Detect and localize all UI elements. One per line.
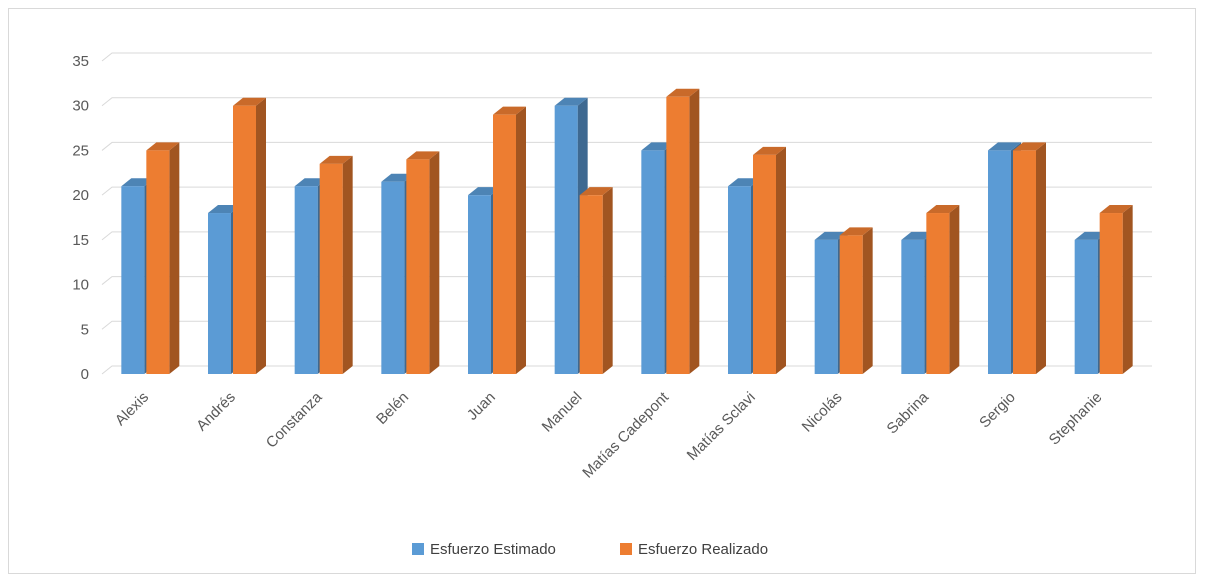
y-tick-label: 35: [72, 53, 89, 70]
chart-frame: 0 5 10 15 20 25 30 35 Alexis Andrés Constanza Belé…: [8, 8, 1196, 574]
y-tick-label: 30: [72, 98, 89, 115]
gridline: [101, 276, 1152, 285]
bar-realizado: [1099, 205, 1133, 374]
legend-item: Esfuerzo Estimado: [412, 541, 556, 558]
x-tick-label: Nicolás: [799, 389, 846, 436]
y-tick-label: 20: [72, 187, 89, 204]
gridline: [101, 97, 1152, 107]
x-tick-label: Constanza: [263, 388, 326, 451]
gridline: [101, 52, 1152, 62]
legend-label: Esfuerzo Realizado: [638, 541, 768, 558]
y-tick-label: 10: [72, 277, 89, 294]
x-tick-label: Matías Cadepont: [579, 388, 672, 481]
bar-realizado: [926, 205, 960, 374]
legend-swatch: [412, 543, 424, 555]
bar-realizado: [666, 88, 700, 375]
bar-realizado: [753, 146, 786, 374]
legend-label: Esfuerzo Estimado: [430, 541, 556, 558]
x-axis: Alexis Andrés Constanza Belén Juan ManuelMatí…: [112, 388, 1106, 481]
legend: Esfuerzo Estimado Esfuerzo Realizado: [412, 541, 768, 558]
bar-realizado: [146, 142, 180, 374]
legend-swatch: [620, 543, 632, 555]
x-tick-label: Juan: [464, 389, 499, 424]
y-axis: 0 5 10 15 20 25 30 35: [72, 53, 89, 383]
x-tick-label: Alexis: [112, 389, 152, 429]
bar-realizado: [319, 155, 353, 374]
y-tick-label: 25: [72, 142, 89, 159]
bar-realizado: [839, 227, 873, 374]
bars: [121, 88, 1133, 375]
x-tick-label: Sabrina: [884, 388, 933, 437]
gridline: [101, 365, 1152, 375]
y-tick-label: 0: [81, 366, 89, 383]
bar-realizado: [579, 187, 613, 374]
bar-realizado: [233, 97, 266, 374]
gridline: [101, 320, 1152, 330]
y-tick-label: 15: [72, 232, 89, 249]
x-tick-label: Belén: [373, 389, 412, 428]
bar-realizado: [1013, 142, 1046, 374]
gridlines: [101, 52, 1152, 375]
y-tick-label: 5: [81, 321, 89, 338]
x-tick-label: Sergio: [976, 389, 1019, 432]
x-tick-label: Stephanie: [1046, 389, 1106, 449]
chart-svg: 0 5 10 15 20 25 30 35 Alexis Andrés Constanza Belé…: [72, 52, 1152, 558]
gridline: [101, 186, 1152, 196]
x-tick-label: Manuel: [539, 389, 586, 436]
x-tick-label: Andrés: [193, 389, 239, 435]
gridline: [101, 231, 1152, 241]
legend-item: Esfuerzo Realizado: [620, 541, 768, 558]
bar-realizado: [406, 151, 440, 374]
x-tick-label: Matías Sclavi: [684, 389, 759, 464]
gridline: [101, 141, 1152, 151]
bar-realizado: [493, 106, 526, 375]
